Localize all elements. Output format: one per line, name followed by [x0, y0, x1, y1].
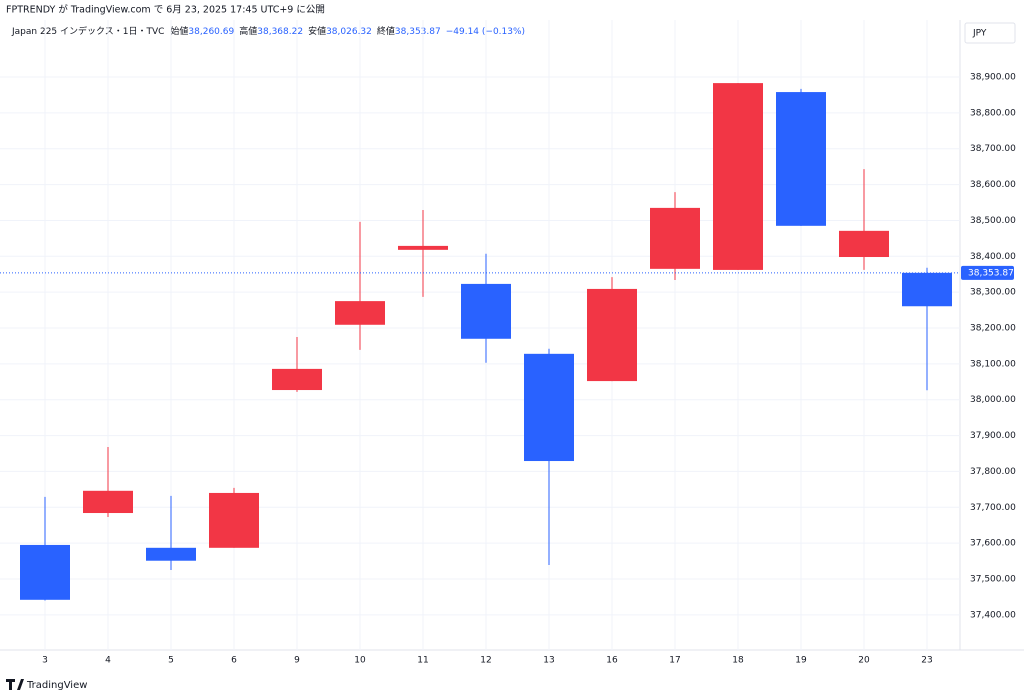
open-value: 38,260.69	[188, 27, 234, 37]
x-tick-label: 13	[543, 656, 554, 666]
y-tick-label: 37,600.00	[970, 539, 1016, 549]
publish-line: FPTRENDY が TradingView.com で 6月 23, 2025…	[6, 4, 325, 16]
candle-body	[20, 544, 70, 600]
x-tick-label: 12	[480, 656, 491, 666]
x-tick-label: 18	[732, 656, 744, 666]
logo	[6, 679, 24, 690]
x-tick-label: 20	[858, 656, 870, 666]
last-price-label: 38,353.87	[968, 268, 1014, 278]
x-tick-label: 4	[105, 656, 111, 666]
x-tick-label: 16	[606, 656, 618, 666]
low-value: 38,026.32	[326, 27, 372, 37]
candle-body	[713, 83, 763, 270]
currency-box[interactable]	[964, 22, 1016, 44]
x-tick-label: 6	[231, 656, 237, 666]
y-tick-label: 38,300.00	[970, 288, 1016, 298]
y-tick-label: 37,700.00	[970, 503, 1016, 513]
candle-body	[524, 353, 574, 462]
candle-body	[83, 490, 133, 514]
y-tick-label: 38,100.00	[970, 359, 1016, 369]
candle-body	[272, 368, 322, 391]
high-label: 高値	[239, 25, 257, 37]
legend: Japan 225 インデックス・1日・TVC 始値38,260.69 高値38,3…	[11, 25, 525, 37]
last-price-box	[961, 265, 1014, 280]
open-label: 始値	[170, 25, 188, 37]
close-label: 終値	[377, 25, 395, 37]
candle-body	[461, 283, 511, 339]
y-tick-label: 38,000.00	[970, 395, 1016, 405]
candle-body	[209, 492, 259, 548]
currency: JPY	[972, 29, 987, 39]
x-tick-label: 11	[417, 656, 428, 666]
x-tick-label: 5	[168, 656, 174, 666]
x-tick-label: 3	[42, 656, 48, 666]
candle-body	[146, 547, 196, 561]
x-tick-label: 23	[921, 656, 932, 666]
high-value: 38,368.22	[257, 27, 303, 37]
close-value: 38,353.87	[395, 27, 441, 37]
x-tick-label: 17	[669, 656, 680, 666]
symbol: Japan 225 インデックス・1日・TVC	[11, 25, 164, 37]
y-tick-label: 38,500.00	[970, 216, 1016, 226]
y-tick-label: 38,400.00	[970, 252, 1016, 262]
candle-body	[776, 92, 826, 226]
candle-body	[398, 245, 448, 250]
candle-body	[839, 230, 889, 258]
y-tick-label: 38,200.00	[970, 324, 1016, 334]
y-tick-label: 37,400.00	[970, 610, 1016, 620]
brand: TradingView	[26, 680, 87, 691]
y-tick-label: 37,900.00	[970, 431, 1016, 441]
candle-body	[587, 288, 637, 382]
candle-body	[902, 272, 952, 307]
y-tick-label: 38,600.00	[970, 180, 1016, 190]
x-tick-label: 10	[354, 656, 366, 666]
x-tick-label: 19	[795, 656, 807, 666]
y-tick-label: 37,500.00	[970, 575, 1016, 585]
candle-body	[335, 301, 385, 325]
y-tick-label: 38,900.00	[970, 73, 1016, 83]
y-tick-label: 38,800.00	[970, 108, 1016, 118]
x-tick-label: 9	[294, 656, 300, 666]
change: −49.14 (−0.13%)	[446, 27, 525, 37]
candle-body	[650, 207, 700, 269]
y-tick-label: 38,700.00	[970, 144, 1016, 154]
low-label: 安値	[308, 25, 326, 37]
y-tick-label: 37,800.00	[970, 467, 1016, 477]
